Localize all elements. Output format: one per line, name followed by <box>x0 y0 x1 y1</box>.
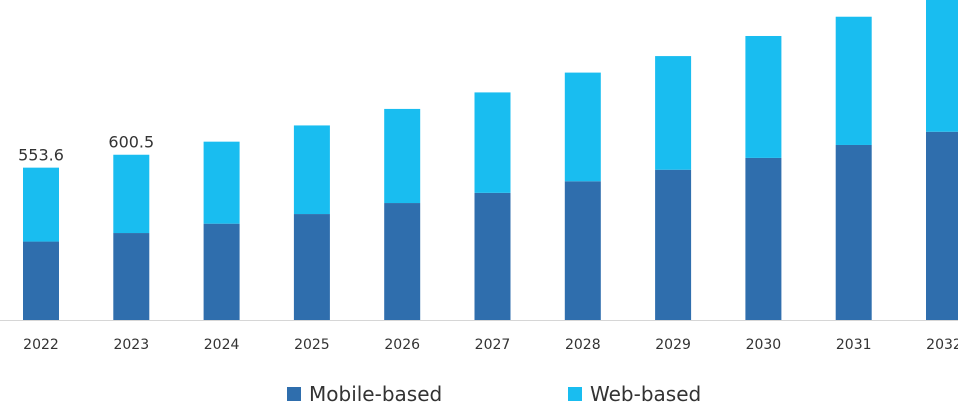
bars-layer <box>23 0 958 320</box>
x-tick-label-2028: 2028 <box>565 337 601 353</box>
legend: Mobile-based Web-based <box>0 378 958 412</box>
legend-swatch-mobile <box>287 387 301 401</box>
bar-web-2031 <box>835 16 872 145</box>
bar-mobile-2027 <box>474 192 511 320</box>
x-tick-label-2029: 2029 <box>655 337 691 353</box>
bar-mobile-2029 <box>655 169 692 320</box>
x-tick-label-2024: 2024 <box>204 337 240 353</box>
x-tick-label-2030: 2030 <box>746 337 782 353</box>
bar-mobile-2026 <box>384 203 421 320</box>
bar-web-2022 <box>23 167 59 242</box>
x-tick-label-2031: 2031 <box>836 337 872 353</box>
bar-web-2027 <box>474 92 511 193</box>
legend-swatch-web <box>568 387 582 401</box>
bar-mobile-2030 <box>745 157 782 320</box>
bar-mobile-2028 <box>564 181 601 320</box>
bar-web-2028 <box>564 72 601 182</box>
legend-label-web: Web-based <box>590 382 702 406</box>
legend-item-web: Web-based <box>568 382 701 406</box>
data-labels: 553.6 600.5 <box>18 133 154 165</box>
bar-web-2024 <box>203 141 240 224</box>
bar-mobile-2024 <box>203 223 240 320</box>
x-tick-label-2023: 2023 <box>113 337 149 353</box>
bar-mobile-2022 <box>23 241 59 320</box>
bar-mobile-2031 <box>835 144 872 320</box>
data-label-2023: 600.5 <box>108 133 154 152</box>
chart-plot-area: 2022 2023 2024 2025 2026 2027 2028 2029 2030 2031… <box>0 0 958 353</box>
x-tick-labels: 2022 2023 2024 2025 2026 2027 2028 2029 2030 2031… <box>23 337 958 353</box>
bar-web-2032 <box>926 0 958 132</box>
x-tick-label-2022: 2022 <box>23 337 59 353</box>
x-tick-label-2032: 2032 <box>926 337 958 353</box>
x-tick-label-2027: 2027 <box>475 337 511 353</box>
bar-web-2029 <box>655 56 692 170</box>
data-label-2022: 553.6 <box>18 146 64 165</box>
x-tick-label-2025: 2025 <box>294 337 330 353</box>
bar-mobile-2025 <box>293 214 330 320</box>
bar-mobile-2023 <box>113 233 150 320</box>
bar-mobile-2032 <box>926 131 958 320</box>
bar-web-2026 <box>384 108 421 204</box>
bar-web-2025 <box>293 125 330 215</box>
legend-item-mobile: Mobile-based <box>287 382 442 406</box>
legend-label-mobile: Mobile-based <box>309 382 443 406</box>
bar-web-2023 <box>113 154 150 234</box>
x-tick-label-2026: 2026 <box>384 337 420 353</box>
bar-web-2030 <box>745 35 782 158</box>
